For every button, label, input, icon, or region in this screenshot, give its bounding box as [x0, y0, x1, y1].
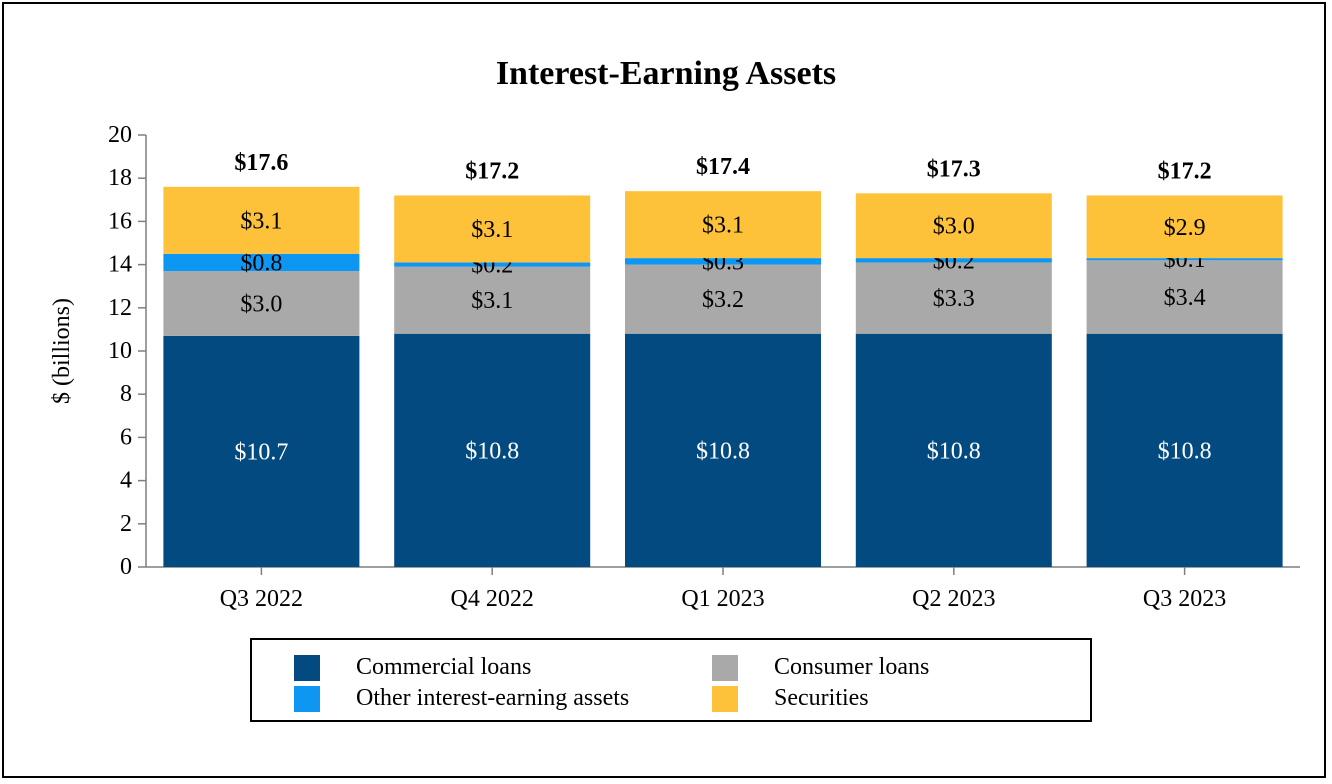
x-tick-label: Q1 2023: [681, 586, 764, 612]
y-tick-label: 2: [120, 511, 132, 537]
total-label: $17.6: [234, 150, 288, 176]
legend-label: Other interest-earning assets: [356, 685, 630, 711]
legend-item-consumer-loans: Consumer loans: [712, 654, 929, 681]
data-label: $3.1: [702, 213, 744, 239]
data-label: $10.7: [234, 439, 288, 465]
legend-item-securities: Securities: [712, 685, 869, 712]
bar-segment: [855, 262, 1052, 334]
chart-legend: Commercial loans Consumer loans Other in…: [250, 638, 1092, 722]
legend-swatch-commercial-loans: [294, 654, 320, 681]
data-label: $3.2: [702, 287, 744, 313]
bar-segment: [1086, 195, 1283, 259]
data-label: $3.1: [471, 288, 513, 314]
y-tick-label: 18: [108, 165, 132, 191]
bar-segment: [1086, 258, 1283, 261]
x-tick-label: Q3 2023: [1143, 586, 1226, 612]
bar-segment: [625, 191, 821, 259]
data-label: $3.3: [933, 286, 975, 312]
bar-segment: [394, 195, 591, 263]
data-label: $3.1: [240, 208, 282, 234]
y-tick-label: 12: [108, 295, 132, 321]
bar-segment: [394, 266, 591, 334]
bar-segment: [163, 271, 360, 336]
legend-swatch-securities: [712, 685, 738, 712]
data-label: $2.9: [1164, 215, 1206, 241]
bar-segment: [163, 253, 360, 272]
x-tick-label: Q2 2023: [912, 586, 995, 612]
legend-item-other-assets: Other interest-earning assets: [294, 685, 629, 712]
chart-title: Interest-Earning Assets: [495, 55, 837, 92]
legend-label: Consumer loans: [774, 654, 930, 680]
data-label: $10.8: [927, 438, 981, 464]
total-label: $17.3: [927, 156, 981, 182]
bar-segment: [855, 258, 1052, 263]
y-tick-label: 16: [108, 208, 132, 234]
data-label: $3.4: [1164, 285, 1206, 311]
bar-segment: [394, 333, 591, 567]
y-tick-label: 6: [120, 424, 132, 450]
total-label: $17.2: [1158, 158, 1212, 184]
data-label: $10.8: [465, 438, 519, 464]
bar-segment: [625, 333, 821, 567]
y-tick-label: 10: [108, 338, 132, 364]
bar-segment: [1086, 333, 1283, 567]
x-tick-label: Q3 2022: [220, 586, 303, 612]
y-tick-label: 0: [120, 554, 132, 580]
bar-segment: [625, 264, 821, 334]
data-label: $3.1: [471, 217, 513, 243]
y-tick-label: 14: [108, 252, 132, 278]
y-tick-label: 4: [120, 468, 132, 494]
bar-segment: [163, 335, 360, 567]
legend-label: Securities: [774, 685, 869, 711]
data-label: $10.8: [1158, 438, 1212, 464]
bar-segment: [855, 193, 1052, 259]
bar-segment: [855, 333, 1052, 567]
bar-segment: [625, 258, 821, 265]
data-label: $0.8: [240, 250, 282, 276]
legend-label: Commercial loans: [356, 654, 532, 680]
y-axis-label: $ (billions): [49, 298, 75, 404]
bar-segment: [163, 186, 360, 254]
data-label: $3.0: [240, 291, 282, 317]
y-tick-label: 20: [108, 122, 132, 148]
bar-segment: [394, 262, 591, 267]
legend-swatch-other-assets: [294, 685, 320, 712]
total-label: $17.4: [696, 154, 750, 180]
y-tick-label: 8: [120, 381, 132, 407]
data-label: $3.0: [933, 214, 975, 240]
x-tick-label: Q4 2022: [451, 586, 534, 612]
legend-swatch-consumer-loans: [712, 654, 738, 681]
total-label: $17.2: [465, 158, 519, 184]
data-label: $10.8: [696, 438, 750, 464]
legend-item-commercial-loans: Commercial loans: [294, 654, 531, 681]
bar-segment: [1086, 260, 1283, 334]
